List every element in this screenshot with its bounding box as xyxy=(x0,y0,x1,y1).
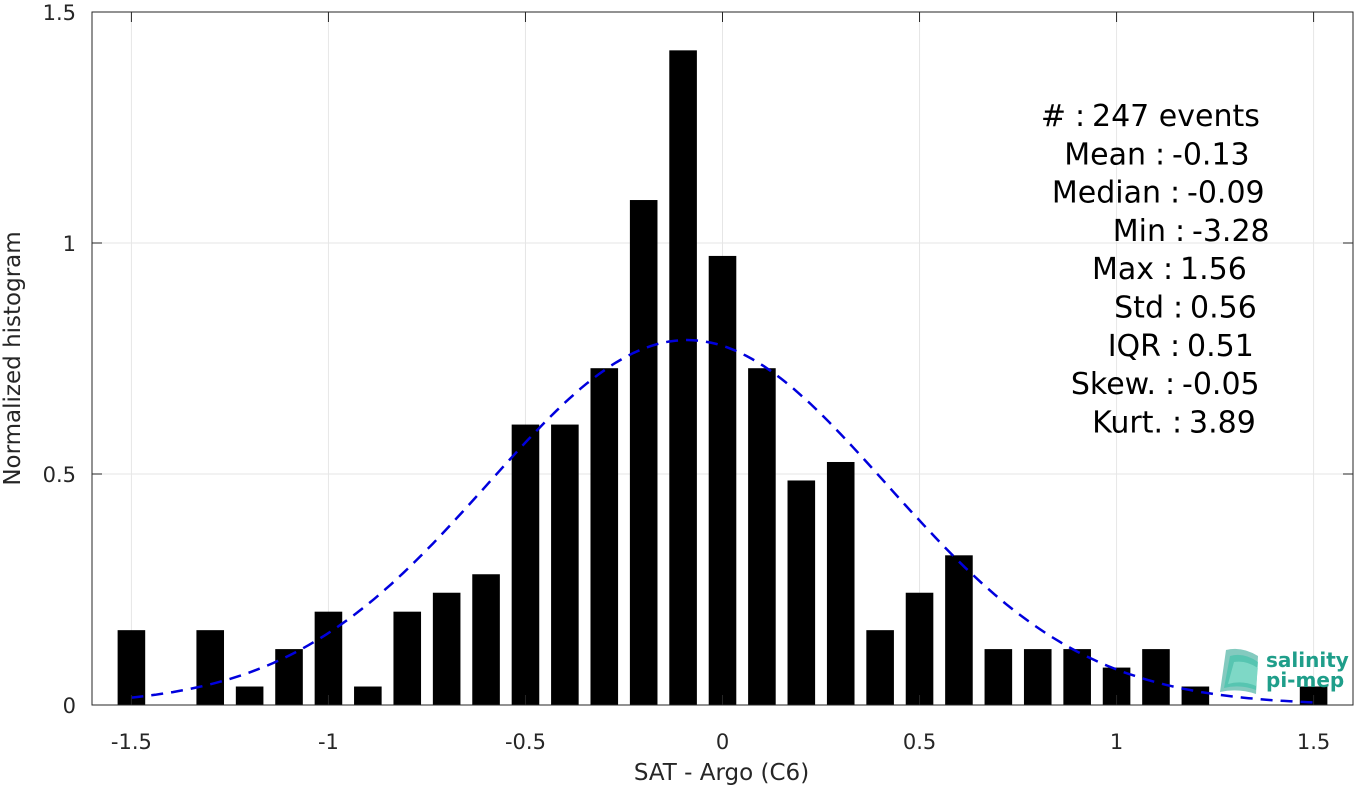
y-tick-label: 0 xyxy=(63,694,76,718)
x-tick-label: 1 xyxy=(1110,730,1123,754)
stat-key: Min xyxy=(1113,214,1166,249)
histogram-bars xyxy=(117,50,1328,705)
stat-key: Skew. xyxy=(1071,367,1156,402)
histogram-bar xyxy=(826,461,855,705)
stat-key: IQR xyxy=(1108,329,1161,364)
histogram-bar xyxy=(1023,649,1052,705)
logo-text-salinity: salinity xyxy=(1266,648,1349,672)
histogram-bar xyxy=(235,686,264,705)
histogram-bar xyxy=(748,368,776,705)
stat-value: -0.09 xyxy=(1187,176,1265,211)
stat-value: 0.51 xyxy=(1187,329,1254,364)
salinity-pi-mep-logo: salinity pi-mep xyxy=(1220,648,1349,694)
stat-separator: : xyxy=(1170,329,1180,364)
histogram-bar xyxy=(1063,649,1091,705)
stat-value: -0.05 xyxy=(1182,367,1260,402)
x-tick-label: -0.5 xyxy=(505,730,546,754)
x-tick-label: 0.5 xyxy=(903,730,936,754)
stat-key: Kurt. xyxy=(1092,405,1163,440)
logo-text-pi-mep: pi-mep xyxy=(1266,668,1344,692)
x-tick-label: -1.5 xyxy=(111,730,152,754)
histogram-bar xyxy=(984,649,1013,705)
stat-value: -3.28 xyxy=(1192,214,1270,249)
stat-key: Max xyxy=(1092,252,1154,287)
histogram-bar xyxy=(866,630,894,705)
histogram-bar xyxy=(1142,649,1170,705)
stat-separator: : xyxy=(1175,214,1185,249)
histogram-bar xyxy=(511,424,540,705)
stat-key: Std xyxy=(1114,291,1164,326)
histogram-bar xyxy=(472,574,500,705)
stat-value: 3.89 xyxy=(1189,405,1256,440)
stat-separator: : xyxy=(1172,405,1182,440)
stat-separator: : xyxy=(1170,176,1180,211)
stat-value: 0.56 xyxy=(1190,291,1257,326)
y-tick-label: 1.5 xyxy=(43,1,76,25)
gaussian-fit-curve xyxy=(131,338,1314,704)
stat-separator: : xyxy=(1165,367,1175,402)
stat-value: -0.13 xyxy=(1172,137,1250,172)
x-axis-title: SAT - Argo (C6) xyxy=(634,760,809,786)
x-tick-label: -1 xyxy=(318,730,339,754)
x-tick-label: 0 xyxy=(716,730,729,754)
histogram-bar xyxy=(945,555,973,705)
histogram-bar xyxy=(669,50,697,705)
y-tick-label: 1 xyxy=(63,232,76,256)
stat-separator: : xyxy=(1075,99,1085,134)
y-tick-label: 0.5 xyxy=(43,463,76,487)
stat-separator: : xyxy=(1163,252,1173,287)
histogram-bar xyxy=(275,649,303,705)
stat-key: # xyxy=(1041,99,1066,134)
histogram-bar xyxy=(432,592,461,705)
histogram-bar xyxy=(551,424,579,705)
stat-key: Median xyxy=(1052,176,1161,211)
histogram-bar xyxy=(117,630,146,705)
histogram-bar xyxy=(196,630,225,705)
logo-wave-icon xyxy=(1220,648,1258,694)
histogram-bar xyxy=(708,255,737,705)
histogram-bar xyxy=(354,686,382,705)
histogram-bar xyxy=(629,200,658,705)
stat-separator: : xyxy=(1155,137,1165,172)
stat-value: 1.56 xyxy=(1180,252,1247,287)
axis-ticks: -1.5 -1 -0.5 0 0.5 1 1.500.511.5 xyxy=(43,1,1353,754)
stat-value: 247 events xyxy=(1092,99,1260,134)
stat-separator: : xyxy=(1173,291,1183,326)
histogram-bar xyxy=(393,611,422,705)
x-tick-label: 1.5 xyxy=(1297,730,1330,754)
y-axis-title: Normalized histogram xyxy=(0,231,26,485)
histogram-bar xyxy=(905,592,934,705)
stat-key: Mean xyxy=(1064,137,1146,172)
histogram-bar xyxy=(787,480,816,705)
histogram-bar xyxy=(590,368,619,705)
